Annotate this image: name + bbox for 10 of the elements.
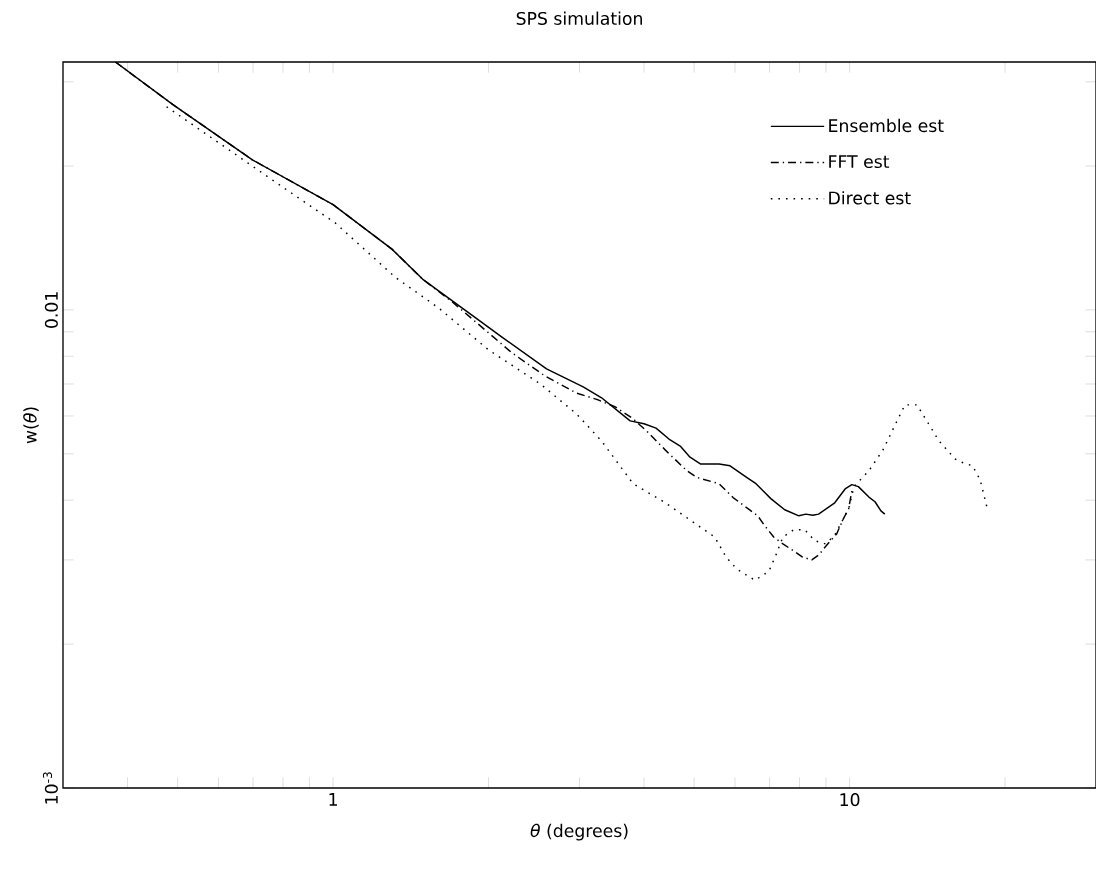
y-axis-title: w(θ) bbox=[23, 407, 39, 444]
x-tick-label: 1 bbox=[329, 793, 337, 806]
x-tick-label: 10 bbox=[840, 793, 860, 807]
y-tick-label: 10$^{-3}$ bbox=[42, 772, 58, 804]
legend-label: FFT est bbox=[829, 155, 890, 169]
legend-label: Ensemble est bbox=[829, 118, 944, 133]
legend-label: Direct est bbox=[829, 191, 911, 205]
x-axis-title: θ (degrees) bbox=[530, 823, 628, 841]
chart-title: SPS simulation bbox=[516, 11, 642, 25]
y-tick-label: 0.01 bbox=[44, 292, 58, 328]
